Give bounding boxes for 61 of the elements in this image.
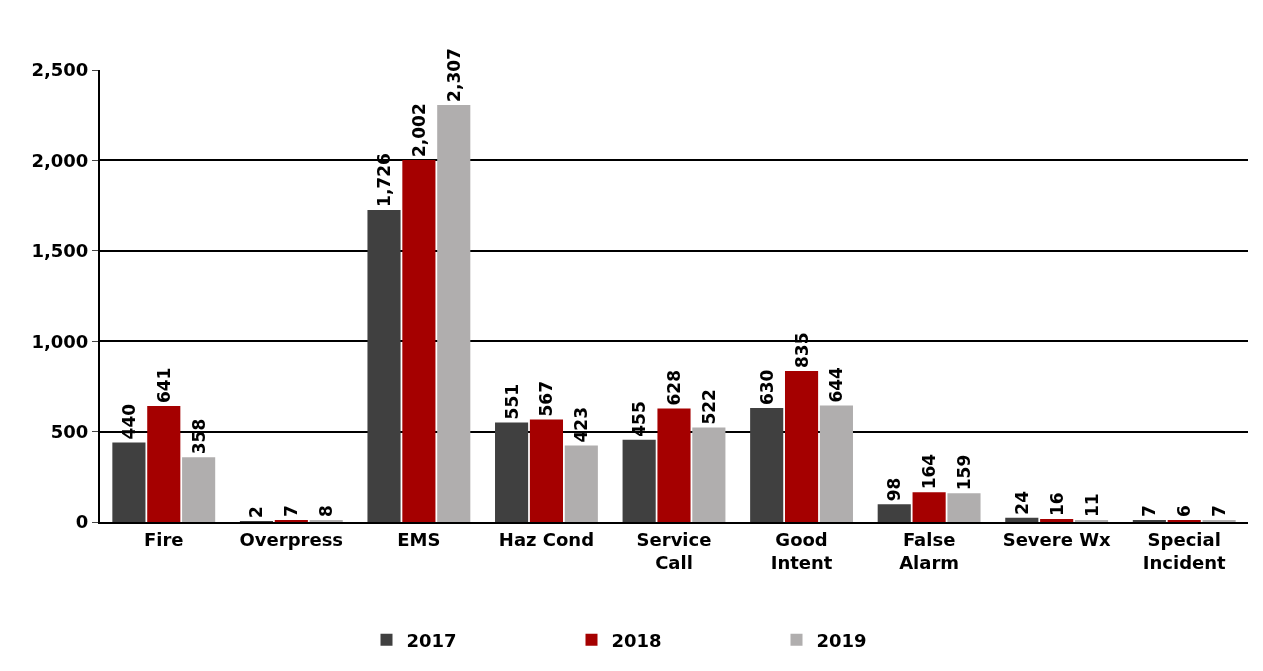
data-label: 6 [1174, 505, 1195, 517]
y-tick-label: 2,000 [31, 149, 89, 171]
data-label: 159 [953, 454, 974, 491]
x-tick-label: Severe Wx [1002, 528, 1112, 550]
bar [495, 422, 529, 522]
x-tick-label: Haz Cond [498, 528, 595, 550]
x-tick-label: Special Incident [1142, 528, 1227, 573]
y-tick-label: 0 [75, 511, 89, 533]
bar [947, 493, 981, 522]
bar [784, 371, 819, 522]
bar [657, 408, 691, 522]
data-label: 644 [826, 366, 847, 403]
x-tick-label: Service Call [636, 528, 712, 573]
bar [1040, 519, 1074, 522]
bar [692, 427, 726, 522]
bar [437, 104, 471, 522]
data-label: 98 [884, 477, 905, 502]
bar [819, 405, 853, 522]
y-tick-label: 1,500 [31, 240, 89, 262]
data-label: 2,307 [443, 48, 464, 102]
y-tick-label: 1,000 [31, 330, 89, 352]
y-tick-label: 2,500 [31, 59, 89, 81]
data-label: 522 [698, 389, 719, 425]
x-tick-label: Fire [144, 528, 184, 550]
data-label: 358 [188, 418, 209, 455]
data-label: 630 [756, 369, 777, 406]
data-label: 628 [664, 369, 684, 406]
data-label: 164 [919, 453, 940, 490]
bar [367, 209, 401, 522]
bar [147, 406, 181, 522]
x-tick-label: EMS [397, 528, 441, 550]
legend-label: 2017 [406, 629, 457, 651]
data-label: 423 [571, 407, 592, 443]
legend-label: 2019 [816, 629, 867, 651]
bar [1005, 517, 1039, 522]
bar [877, 504, 911, 522]
bar [402, 160, 436, 522]
bar [912, 492, 946, 522]
data-label: 7 [281, 505, 302, 517]
data-label: 16 [1046, 492, 1067, 517]
x-tick-label: Overpress [239, 528, 344, 550]
data-label: 567 [536, 380, 557, 417]
y-tick-label: 500 [50, 420, 89, 442]
bar [622, 439, 656, 522]
data-label: 2,002 [408, 103, 429, 158]
data-label: 7 [1209, 505, 1230, 517]
x-tick-label: False Alarm [899, 528, 960, 573]
data-label: 7 [1139, 505, 1160, 517]
bar [529, 419, 564, 522]
legend-label: 2018 [611, 629, 662, 651]
bar [750, 408, 784, 522]
data-label: 24 [1011, 490, 1032, 515]
data-label: 8 [316, 505, 337, 517]
data-label: 551 [501, 383, 522, 420]
data-label: 641 [153, 367, 174, 404]
data-label: 2 [246, 506, 267, 518]
data-label: 11 [1081, 493, 1102, 517]
bar [182, 457, 216, 522]
bar [564, 445, 598, 522]
x-tick-label: Good Intent [770, 528, 833, 573]
bar [112, 442, 146, 522]
